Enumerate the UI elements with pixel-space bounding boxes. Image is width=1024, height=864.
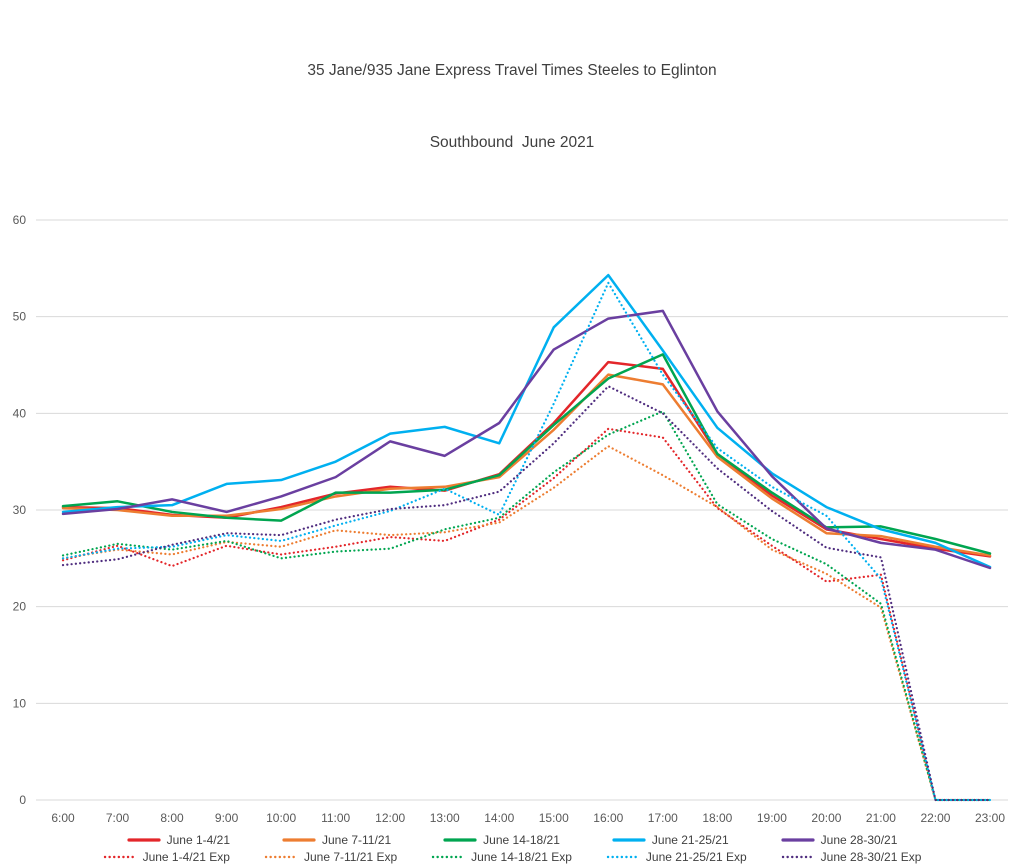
series-line-june-1-4-21-exp: [61, 427, 992, 802]
series-line-june-28-30-21-exp: [61, 385, 992, 802]
legend-label-june-28-30-21-exp: June 28-30/21 Exp: [820, 850, 922, 864]
x-axis-tick-label: 15:00: [539, 811, 569, 825]
legend-label-june-14-18-21-exp: June 14-18/21 Exp: [471, 850, 572, 864]
x-axis-tick-label: 22:00: [920, 811, 950, 825]
x-axis-tick-label: 21:00: [866, 811, 896, 825]
legend-label-june-7-11-21-exp: June 7-11/21 Exp: [303, 850, 398, 864]
legend-item-june-7-11-21-exp: June 7-11/21 Exp: [264, 850, 397, 864]
legend-label-june-1-4-21: June 1-4/21: [166, 833, 230, 847]
legend-marker-june-28-30-21: [781, 838, 815, 842]
legend-marker-june-14-18-21-exp: [431, 855, 465, 859]
x-axis-tick-label: 11:00: [321, 811, 350, 825]
series-line-june-14-18-21-exp: [61, 410, 992, 802]
legend-item-june-21-25-21: June 21-25/21: [612, 833, 729, 847]
x-axis-tick-label: 6:00: [51, 811, 75, 825]
legend-marker-june-7-11-21-exp: [264, 855, 298, 859]
legend-row-2: June 1-4/21 Exp June 7-11/21 Exp June 14-1…: [0, 850, 1024, 864]
legend-label-june-7-11-21: June 7-11/21: [322, 833, 392, 847]
legend-marker-june-28-30-21-exp: [781, 855, 814, 859]
y-axis-tick-label: 60: [13, 213, 27, 227]
x-axis-tick-label: 16:00: [593, 811, 623, 825]
legend-label-june-1-4-21-exp: June 1-4/21 Exp: [142, 850, 230, 864]
chart-title-line2: Southbound June 2021: [429, 134, 595, 151]
y-axis-tick-label: 30: [13, 503, 27, 517]
x-axis-tick-label: 19:00: [757, 811, 787, 825]
series-line-june-21-25-21-exp: [61, 281, 992, 802]
x-axis-tick-label: 23:00: [975, 811, 1005, 825]
legend-item-june-21-25-21-exp: June 21-25/21 Exp: [606, 850, 747, 864]
y-axis-tick-label: 20: [13, 600, 27, 614]
legend-marker-june-7-11-21: [282, 838, 316, 842]
legend-label-june-14-18-21: June 14-18/21: [483, 833, 560, 847]
legend-row-1: June 1-4/21 June 7-11/21 June 14-18/21 June…: [0, 833, 1024, 847]
legend-marker-june-21-25-21-exp: [606, 855, 640, 859]
legend-marker-june-1-4-21-exp: [103, 855, 136, 859]
chart-title: 35 Jane/935 Jane Express Travel Times St…: [0, 0, 1024, 203]
x-axis-tick-label: 13:00: [430, 811, 460, 825]
legend-item-june-1-4-21-exp: June 1-4/21 Exp: [103, 850, 230, 864]
legend-item-june-7-11-21: June 7-11/21: [282, 833, 391, 847]
legend-item-june-1-4-21: June 1-4/21: [127, 833, 230, 847]
x-axis-tick-label: 18:00: [702, 811, 732, 825]
x-axis-tick-label: 8:00: [160, 811, 184, 825]
series-line-june-14-18-21: [61, 353, 992, 555]
legend-item-june-14-18-21: June 14-18/21: [443, 833, 560, 847]
chart-title-line1: 35 Jane/935 Jane Express Travel Times St…: [307, 62, 717, 79]
x-axis-tick-label: 17:00: [648, 811, 678, 825]
x-axis-tick-label: 14:00: [484, 811, 514, 825]
travel-times-plot: 0 10 20 30 40 50 60 6:00 7:00 8:00 9:00 10:00 11:00 1…: [13, 213, 1008, 825]
y-axis-tick-label: 10: [13, 696, 27, 710]
legend-item-june-28-30-21: June 28-30/21: [781, 833, 898, 847]
legend-label-june-21-25-21-exp: June 21-25/21 Exp: [645, 850, 747, 864]
legend-item-june-14-18-21-exp: June 14-18/21 Exp: [431, 850, 572, 864]
x-axis-tick-label: 12:00: [375, 811, 405, 825]
series-line-june-7-11-21: [61, 373, 992, 557]
legend-label-june-28-30-21: June 28-30/21: [820, 833, 898, 847]
legend-label-june-21-25-21: June 21-25/21: [651, 833, 729, 847]
legend-marker-june-21-25-21: [612, 838, 646, 842]
legend-marker-june-14-18-21: [443, 838, 477, 842]
chart-legend: June 1-4/21 June 7-11/21 June 14-18/21 June…: [0, 833, 1024, 864]
legend-item-june-28-30-21-exp: June 28-30/21 Exp: [781, 850, 922, 864]
y-axis-tick-label: 0: [19, 793, 26, 807]
series-line-june-21-25-21: [61, 273, 992, 569]
y-axis-tick-label: 50: [13, 310, 27, 324]
x-axis-tick-label: 9:00: [215, 811, 239, 825]
y-axis-tick-label: 40: [13, 406, 27, 420]
x-axis-tick-label: 20:00: [811, 811, 841, 825]
legend-marker-june-1-4-21: [127, 838, 161, 842]
series-line-june-28-30-21: [61, 309, 992, 570]
x-axis-tick-label: 10:00: [266, 811, 296, 825]
x-axis-tick-label: 7:00: [106, 811, 130, 825]
